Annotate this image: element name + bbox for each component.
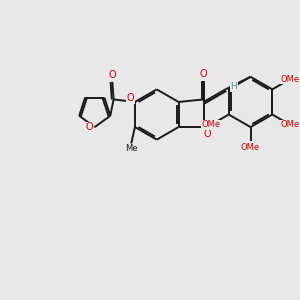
- Text: O: O: [109, 70, 116, 80]
- Text: H: H: [230, 82, 237, 91]
- Text: O: O: [203, 129, 211, 139]
- Text: OMe: OMe: [280, 75, 299, 84]
- Text: OMe: OMe: [202, 120, 221, 129]
- Text: O: O: [127, 93, 134, 103]
- Text: OMe: OMe: [241, 143, 260, 152]
- Text: Me: Me: [125, 144, 137, 153]
- Text: O: O: [85, 122, 93, 132]
- Text: OMe: OMe: [280, 120, 299, 129]
- Text: O: O: [200, 69, 207, 79]
